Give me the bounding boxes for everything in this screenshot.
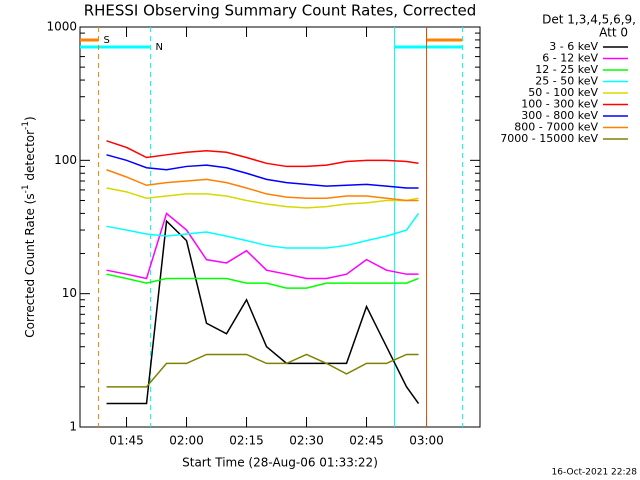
plot-frame	[79, 26, 481, 428]
y-label-sup: -1	[21, 121, 31, 130]
legend-label: 12 - 25 keV	[535, 63, 598, 76]
y-axis-label: Corrected Count Rate (s-1 detector-1)	[21, 116, 37, 337]
band-label: S	[104, 35, 110, 46]
x-tick-label: 03:00	[409, 434, 444, 448]
legend-label: 6 - 12 keV	[542, 52, 598, 65]
x-tick-label: 02:15	[229, 434, 264, 448]
legend-header: Att 0	[599, 26, 628, 40]
y-tick-label: 10	[62, 286, 77, 300]
y-tick-label: 1	[69, 420, 77, 434]
series-line	[106, 353, 419, 388]
legend-label: 3 - 6 keV	[549, 40, 598, 53]
x-axis-label: Start Time (28-Aug-06 01:33:22)	[182, 456, 378, 470]
y-label-part: detector	[23, 130, 37, 185]
y-tick-label: 100	[54, 153, 77, 167]
series-line	[106, 273, 419, 289]
series-line	[106, 140, 419, 168]
series-line	[106, 187, 419, 209]
legend-label: 7000 - 15000 keV	[500, 132, 598, 145]
footer: 16-Oct-2021 22:28	[552, 468, 638, 478]
chart-title: RHESSI Observing Summary Count Rates, Co…	[84, 2, 477, 20]
legend-label: 800 - 7000 keV	[514, 121, 598, 134]
legend-header: Det 1,3,4,5,6,9,	[542, 13, 636, 27]
x-tick-label: 02:45	[349, 434, 384, 448]
band-label: N	[156, 42, 163, 53]
legend-label: 50 - 100 keV	[528, 86, 598, 99]
y-label-part: )	[23, 116, 37, 121]
series-line	[106, 169, 419, 202]
legend-label: 25 - 50 keV	[535, 75, 598, 88]
x-tick-label: 02:00	[169, 434, 204, 448]
y-label-part: Corrected Count Rate (s	[23, 193, 37, 337]
x-tick-label: 02:30	[289, 434, 324, 448]
legend-label: 300 - 800 keV	[521, 109, 598, 122]
series-line	[106, 154, 419, 189]
x-tick-label: 01:45	[109, 434, 144, 448]
y-tick-label: 1000	[46, 20, 77, 34]
series-line	[106, 219, 420, 405]
series-line	[106, 212, 419, 280]
series-line	[106, 212, 420, 249]
y-label-sup: -1	[21, 184, 31, 193]
legend-label: 100 - 300 keV	[521, 98, 598, 111]
